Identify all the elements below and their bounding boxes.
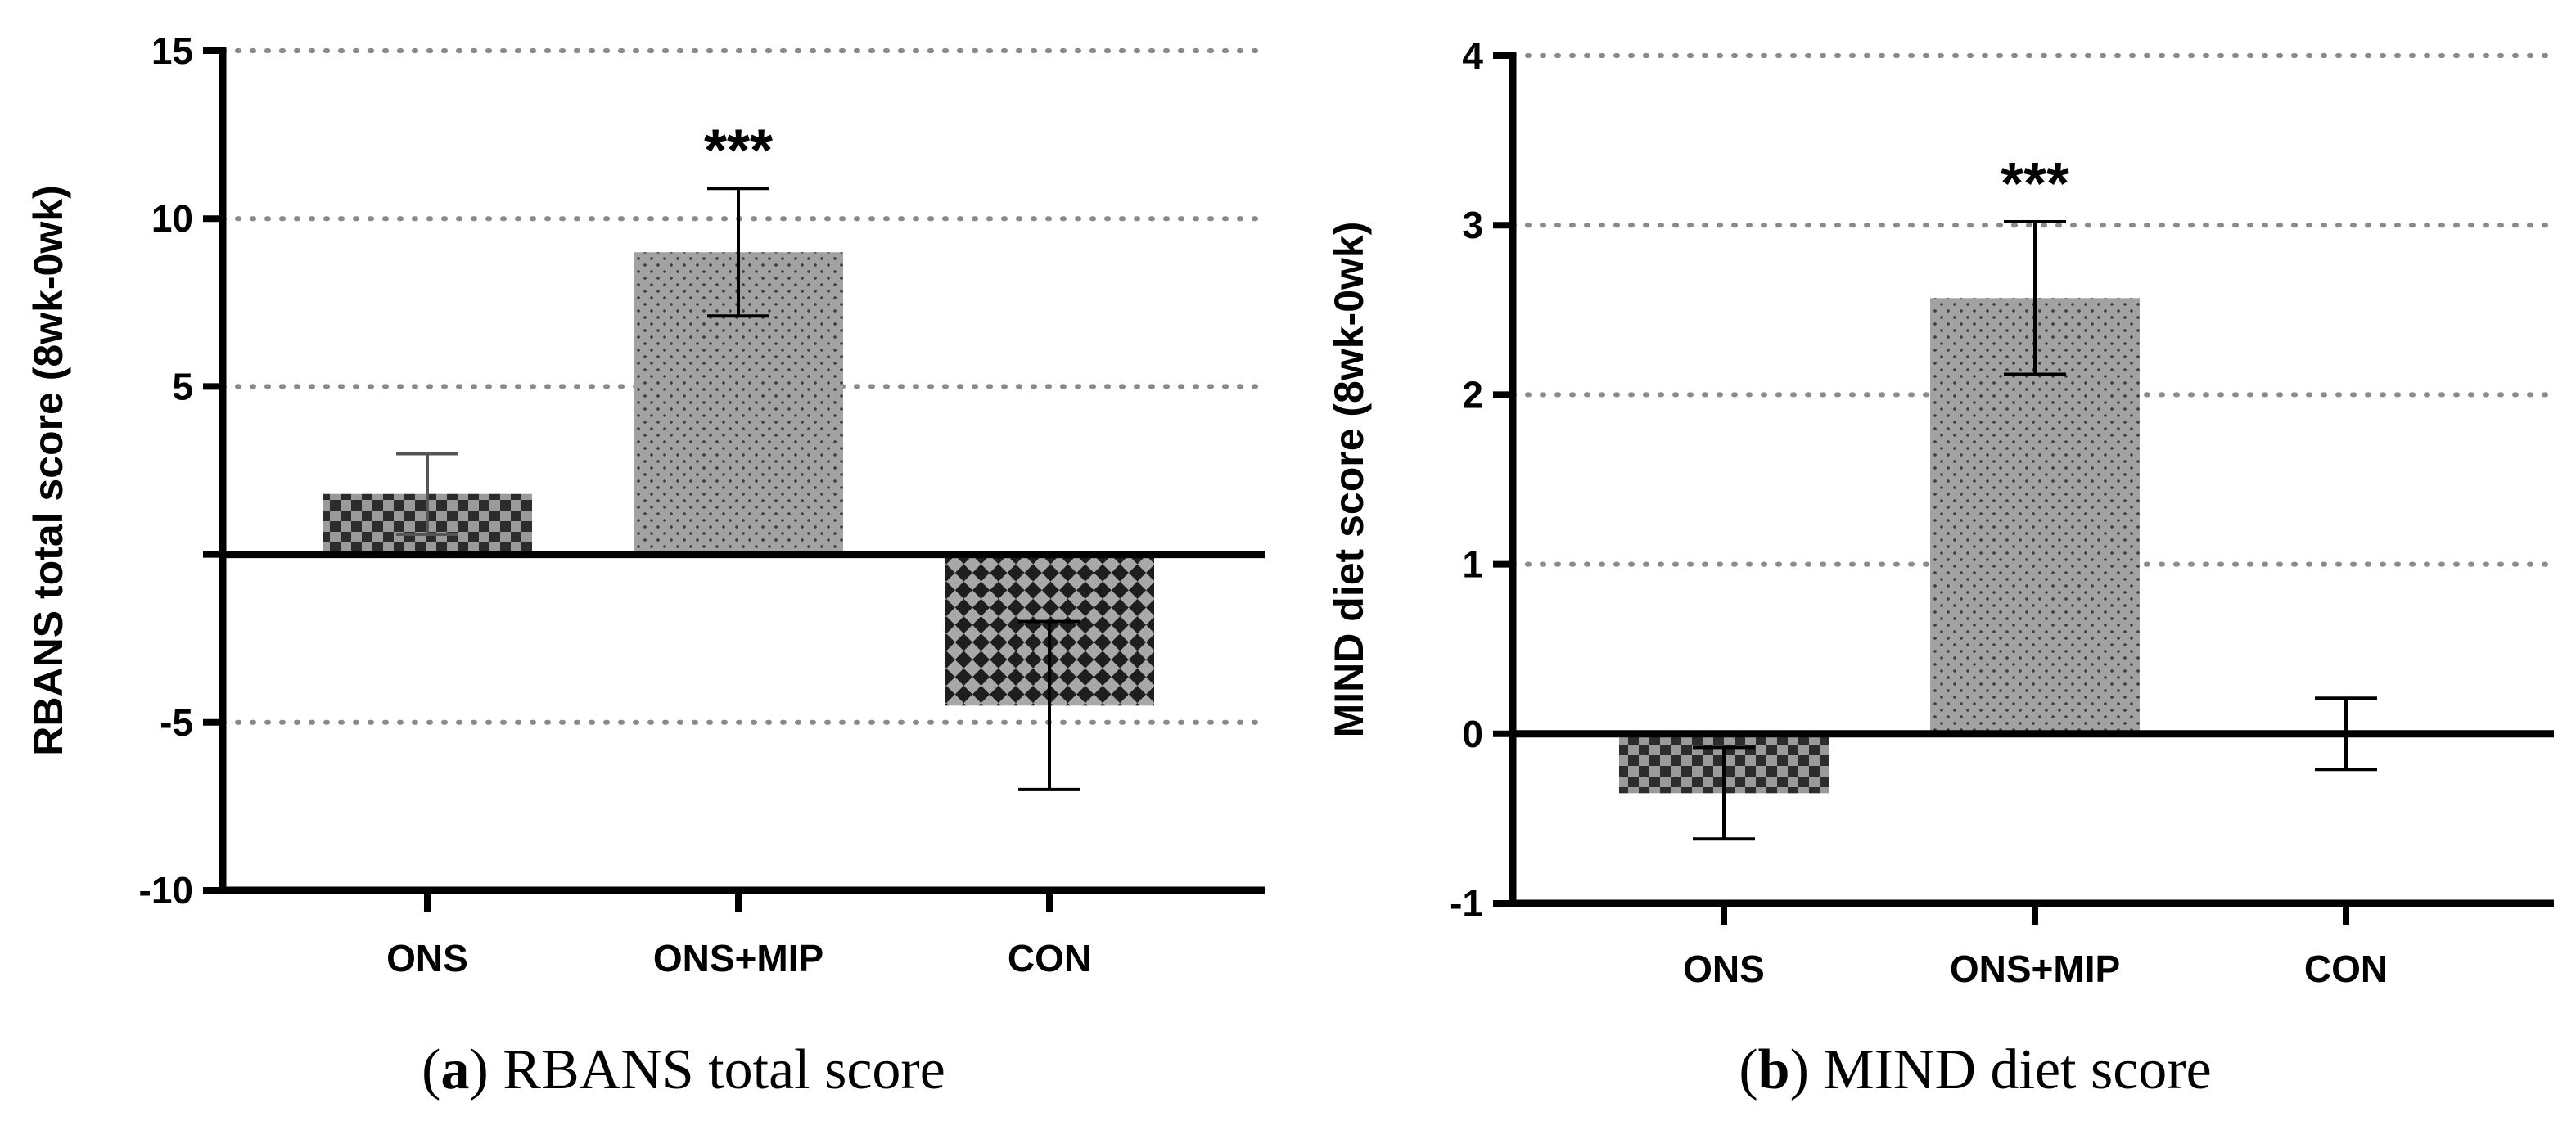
x-tick-label: ONS+MIP [653,937,823,979]
y-tick-label: -1 [1450,882,1483,925]
error-bar [707,187,769,318]
x-tick-label: ONS+MIP [1950,948,2120,990]
x-tick-label: CON [1008,937,1091,979]
caption-paren-open: ( [422,1038,440,1101]
y-tick-label: 2 [1462,373,1483,416]
y-tick-label: 5 [172,365,193,407]
x-tick-label: ONS [386,937,468,979]
caption-panel-letter: b [1758,1038,1790,1101]
x-tick-label: ONS [1683,948,1765,990]
significance-marker: *** [2001,151,2069,217]
panel-caption: (a) RBANS total score [422,1038,945,1101]
caption-title: ) MIND diet score [1790,1038,2212,1101]
error-bar [1693,745,1755,841]
caption-paren-open: ( [1739,1038,1757,1101]
y-tick-label: -10 [139,869,193,912]
panel-caption: (b) MIND diet score [1739,1038,2211,1101]
chart-panel-a: *** -10 -5 5 10 15 ONS ONS+MIP CON RBANS total sc… [25,29,1267,1101]
y-tick-label: 15 [151,29,193,72]
y-tick-label: 1 [1462,543,1483,586]
y-tick-label: -5 [160,701,193,744]
y-axis-title: MIND diet score (8wk-0wk) [1326,222,1372,738]
x-tick-label: CON [2304,948,2388,990]
significance-marker: *** [704,118,773,183]
caption-title: ) RBANS total score [469,1038,945,1101]
y-axis-title: RBANS total score (8wk-0wk) [25,185,71,755]
chart-panel-b: *** -1 0 1 2 3 4 ONS ONS+MIP CON MIND diet score (… [1326,34,2556,1101]
error-bar [1018,619,1080,791]
y-tick-label: 0 [1462,713,1483,755]
y-tick-label: 3 [1462,204,1483,246]
y-tick-label: 4 [1462,34,1483,77]
error-bar [2004,220,2066,376]
y-tick-label: 10 [151,197,193,240]
error-bar [396,452,458,536]
caption-panel-letter: a [440,1038,469,1101]
